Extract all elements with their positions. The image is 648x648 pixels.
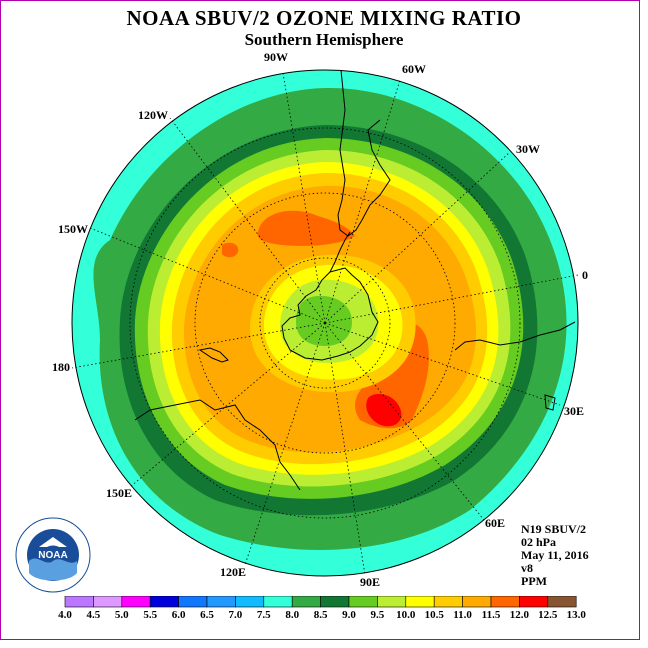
- dataset-info: N19 SBUV/2 02 hPa May 11, 2016 v8 PPM: [521, 523, 589, 588]
- colorbar-label-10: 9.0: [342, 609, 356, 621]
- colorbar-cell-16: [519, 596, 549, 608]
- colorbar-cell-14: [462, 596, 492, 608]
- meridian-180: [71, 322, 326, 369]
- colorbar-label-14: 11.0: [453, 609, 472, 621]
- antarctic-peninsula: [329, 231, 351, 273]
- colorbar-cell-15: [490, 596, 520, 608]
- colorbar-cell-4: [178, 596, 208, 608]
- colorbar-label-11: 9.5: [370, 609, 385, 621]
- ozone-contour-11_5-upper: [257, 210, 355, 246]
- colorbar-cell-3: [149, 596, 179, 608]
- colorbar-cell-13: [433, 596, 463, 608]
- lon-label-150e: 150E: [106, 486, 133, 500]
- info-version: v8: [521, 561, 533, 575]
- lon-label-120w: 120W: [138, 108, 168, 122]
- ozone-contour-12_0: [366, 393, 402, 427]
- colorbar-label-7: 7.5: [256, 609, 271, 621]
- map-subtitle: Southern Hemisphere: [244, 30, 404, 49]
- lon-label-180: 180: [52, 360, 70, 374]
- colorbar-label-17: 12.5: [538, 609, 558, 621]
- meridian-120w: [169, 117, 326, 324]
- lon-label-90e: 90E: [360, 575, 381, 589]
- lon-label-60e: 60E: [485, 516, 506, 530]
- colorbar-label-5: 6.5: [200, 609, 214, 621]
- ozone-inner-9_0: [296, 295, 352, 346]
- map-boundary: [71, 69, 579, 577]
- meridian-60e: [324, 322, 489, 526]
- antarctica-coast: [281, 267, 379, 361]
- lon-label-30w: 30W: [516, 142, 540, 156]
- info-units: PPM: [521, 574, 547, 588]
- colorbar-label-2: 5.0: [114, 609, 129, 621]
- latitude-circle-50s: [194, 192, 456, 454]
- colorbar-cell-5: [206, 596, 236, 608]
- lon-label-150w: 150W: [58, 222, 88, 236]
- colorbar-label-13: 10.5: [424, 609, 444, 621]
- colorbar-cell-17: [547, 596, 577, 608]
- new-zealand-coast: [198, 347, 229, 363]
- colorbar-label-4: 6.0: [171, 609, 186, 621]
- meridian-120e: [244, 322, 326, 566]
- colorbar-cell-2: [121, 596, 151, 608]
- map-title: NOAA SBUV/2 OZONE MIXING RATIO: [126, 6, 522, 30]
- colorbar-cell-7: [263, 596, 293, 608]
- lon-label-90w: 90W: [264, 50, 288, 64]
- info-date: May 11, 2016: [521, 548, 589, 562]
- info-pressure: 02 hPa: [521, 535, 557, 549]
- south-america-coast: [337, 70, 391, 237]
- lon-label-30e: 30E: [564, 404, 585, 418]
- graticule: [71, 72, 579, 576]
- lon-label-60w: 60W: [402, 62, 426, 76]
- colorbar-cell-9: [320, 596, 350, 608]
- meridian-90e: [324, 322, 366, 576]
- lon-label-0: 0: [582, 268, 588, 282]
- australia-coast: [134, 399, 301, 491]
- latitude-circle-30s: [129, 127, 521, 519]
- colorbar-label-9: 8.5: [313, 609, 328, 621]
- logo-text: NOAA: [38, 550, 67, 561]
- ozone-contour-11_5-small: [222, 242, 239, 258]
- lon-label-120e: 120E: [220, 565, 247, 579]
- colorbar-cell-12: [405, 596, 435, 608]
- meridian-150e: [129, 322, 326, 488]
- coastlines: [134, 70, 576, 491]
- colorbar: [64, 596, 577, 608]
- colorbar-label-8: 8.0: [285, 609, 300, 621]
- colorbar-cell-0: [64, 596, 94, 608]
- colorbar-cell-8: [291, 596, 321, 608]
- colorbar-label-3: 5.5: [143, 609, 158, 621]
- figure-frame: [0, 0, 640, 640]
- meridian-0: [324, 274, 579, 324]
- colorbar-label-18: 13.0: [566, 609, 586, 621]
- latitude-circle-70s: [259, 257, 391, 389]
- colorbar-label-16: 12.0: [509, 609, 530, 621]
- colorbar-label-0: 4.0: [58, 609, 72, 621]
- meridian-30e: [324, 322, 561, 406]
- colorbar-label-15: 11.5: [481, 609, 501, 621]
- info-instrument: N19 SBUV/2: [521, 522, 587, 536]
- colorbar-cell-10: [348, 596, 378, 608]
- colorbar-label-6: 7.0: [228, 609, 243, 621]
- madagascar-coast: [544, 394, 556, 411]
- colorbar-cell-11: [377, 596, 407, 608]
- colorbar-label-1: 4.5: [86, 609, 101, 621]
- colorbar-cell-6: [235, 596, 265, 608]
- colorbar-cell-1: [93, 596, 123, 608]
- noaa-logo: NOAA: [15, 517, 91, 593]
- colorbar-label-12: 10.0: [396, 609, 416, 621]
- africa-coast: [454, 321, 576, 351]
